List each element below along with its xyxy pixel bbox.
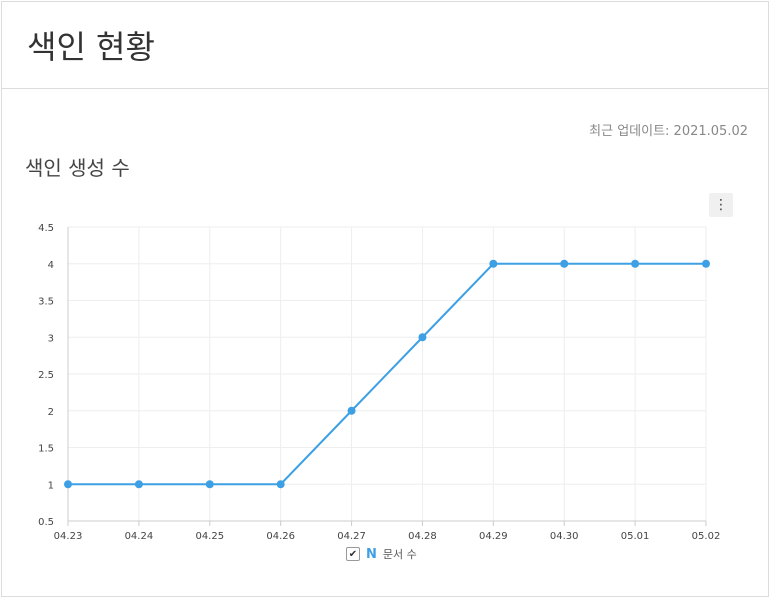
panel-header: 색인 현황 <box>2 2 768 89</box>
chart-grid <box>68 226 707 521</box>
data-point <box>134 480 143 489</box>
data-point <box>560 259 569 268</box>
x-tick-label: 05.01 <box>621 531 650 542</box>
data-point <box>64 480 72 489</box>
x-tick-label: 05.02 <box>692 531 721 542</box>
x-tick-label: 04.26 <box>266 531 295 542</box>
data-point <box>489 259 498 268</box>
y-tick-label: 2.5 <box>38 370 54 381</box>
vertical-ellipsis-icon: ⋮ <box>714 197 728 213</box>
legend-checkbox[interactable]: ✔ <box>346 547 360 561</box>
y-tick-label: 3 <box>48 333 54 344</box>
legend-item-documents[interactable]: ✔ N 문서 수 <box>346 546 417 562</box>
chart-axes <box>67 227 707 526</box>
data-point <box>276 480 285 489</box>
x-tick-label: 04.30 <box>550 531 579 542</box>
x-tick-label: 04.29 <box>479 531 508 542</box>
series-layer <box>64 259 710 489</box>
x-tick-label: 04.28 <box>408 531 437 542</box>
chart-title: 색인 생성 수 <box>25 156 130 180</box>
page-title: 색인 현황 <box>27 28 155 66</box>
last-update-text: 최근 업데이트: 2021.05.02 <box>589 124 748 139</box>
y-tick-label: 2 <box>48 407 54 418</box>
x-axis-labels: 04.23 04.24 04.25 04.26 04.27 04.28 04.29 04.30… <box>54 531 721 542</box>
x-tick-label: 04.24 <box>125 531 154 542</box>
chart-menu-button[interactable]: ⋮ <box>709 193 733 217</box>
x-tick-label: 04.27 <box>337 531 366 542</box>
legend-line-icon: N <box>366 546 377 562</box>
data-point <box>702 259 710 268</box>
data-point <box>205 480 214 489</box>
y-tick-label: 4.5 <box>38 223 54 234</box>
series-line <box>68 262 706 486</box>
y-tick-label: 0.5 <box>38 517 54 528</box>
x-tick-label: 04.23 <box>54 531 83 542</box>
data-point <box>418 333 427 342</box>
y-tick-label: 4 <box>48 260 54 271</box>
y-tick-label: 1 <box>48 480 54 491</box>
x-tick-label: 04.25 <box>195 531 224 542</box>
data-point <box>347 406 356 415</box>
legend-label: 문서 수 <box>382 548 417 561</box>
data-point <box>631 259 640 268</box>
y-tick-label: 1.5 <box>38 444 54 455</box>
y-tick-label: 3.5 <box>38 297 54 308</box>
y-axis-labels: 0.5 1 1.5 2 2.5 3 3.5 4 4.5 <box>38 223 54 528</box>
